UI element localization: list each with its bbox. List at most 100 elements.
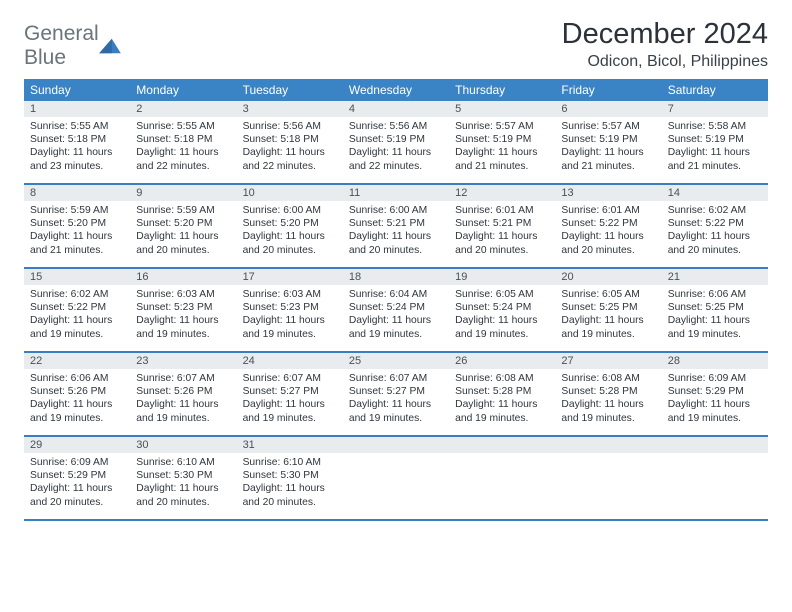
day-number-empty xyxy=(343,437,449,453)
calendar-cell: 19Sunrise: 6:05 AMSunset: 5:24 PMDayligh… xyxy=(449,269,555,351)
calendar-cell: 23Sunrise: 6:07 AMSunset: 5:26 PMDayligh… xyxy=(130,353,236,435)
day-details: Sunrise: 6:10 AMSunset: 5:30 PMDaylight:… xyxy=(130,453,236,513)
day-details: Sunrise: 6:01 AMSunset: 5:21 PMDaylight:… xyxy=(449,201,555,261)
day-details: Sunrise: 6:01 AMSunset: 5:22 PMDaylight:… xyxy=(555,201,661,261)
day-number: 17 xyxy=(237,269,343,285)
calendar-cell: 17Sunrise: 6:03 AMSunset: 5:23 PMDayligh… xyxy=(237,269,343,351)
day-name: Wednesday xyxy=(343,79,449,101)
calendar-week: 8Sunrise: 5:59 AMSunset: 5:20 PMDaylight… xyxy=(24,185,768,269)
day-number: 19 xyxy=(449,269,555,285)
day-number: 14 xyxy=(662,185,768,201)
calendar-week: 29Sunrise: 6:09 AMSunset: 5:29 PMDayligh… xyxy=(24,437,768,521)
calendar-cell: 24Sunrise: 6:07 AMSunset: 5:27 PMDayligh… xyxy=(237,353,343,435)
day-details: Sunrise: 6:09 AMSunset: 5:29 PMDaylight:… xyxy=(24,453,130,513)
day-number: 29 xyxy=(24,437,130,453)
day-details: Sunrise: 5:55 AMSunset: 5:18 PMDaylight:… xyxy=(24,117,130,177)
day-number: 28 xyxy=(662,353,768,369)
day-number: 26 xyxy=(449,353,555,369)
day-number: 2 xyxy=(130,101,236,117)
calendar-cell: 8Sunrise: 5:59 AMSunset: 5:20 PMDaylight… xyxy=(24,185,130,267)
day-details: Sunrise: 6:10 AMSunset: 5:30 PMDaylight:… xyxy=(237,453,343,513)
calendar-cell xyxy=(343,437,449,519)
calendar-cell: 28Sunrise: 6:09 AMSunset: 5:29 PMDayligh… xyxy=(662,353,768,435)
day-details: Sunrise: 5:58 AMSunset: 5:19 PMDaylight:… xyxy=(662,117,768,177)
calendar-cell: 1Sunrise: 5:55 AMSunset: 5:18 PMDaylight… xyxy=(24,101,130,183)
day-number: 5 xyxy=(449,101,555,117)
day-number: 3 xyxy=(237,101,343,117)
day-details: Sunrise: 5:59 AMSunset: 5:20 PMDaylight:… xyxy=(24,201,130,261)
calendar-cell: 13Sunrise: 6:01 AMSunset: 5:22 PMDayligh… xyxy=(555,185,661,267)
calendar-cell: 20Sunrise: 6:05 AMSunset: 5:25 PMDayligh… xyxy=(555,269,661,351)
day-number: 21 xyxy=(662,269,768,285)
calendar-cell xyxy=(662,437,768,519)
calendar-cell: 2Sunrise: 5:55 AMSunset: 5:18 PMDaylight… xyxy=(130,101,236,183)
calendar-cell: 11Sunrise: 6:00 AMSunset: 5:21 PMDayligh… xyxy=(343,185,449,267)
day-number: 20 xyxy=(555,269,661,285)
location: Odicon, Bicol, Philippines xyxy=(562,53,768,71)
day-details: Sunrise: 6:03 AMSunset: 5:23 PMDaylight:… xyxy=(130,285,236,345)
day-details: Sunrise: 6:05 AMSunset: 5:25 PMDaylight:… xyxy=(555,285,661,345)
day-details: Sunrise: 6:08 AMSunset: 5:28 PMDaylight:… xyxy=(449,369,555,429)
day-details: Sunrise: 5:57 AMSunset: 5:19 PMDaylight:… xyxy=(555,117,661,177)
day-number: 6 xyxy=(555,101,661,117)
day-number: 30 xyxy=(130,437,236,453)
calendar-cell: 3Sunrise: 5:56 AMSunset: 5:18 PMDaylight… xyxy=(237,101,343,183)
day-details: Sunrise: 6:07 AMSunset: 5:27 PMDaylight:… xyxy=(237,369,343,429)
day-details: Sunrise: 6:02 AMSunset: 5:22 PMDaylight:… xyxy=(24,285,130,345)
day-number: 1 xyxy=(24,101,130,117)
day-number: 9 xyxy=(130,185,236,201)
calendar-week: 22Sunrise: 6:06 AMSunset: 5:26 PMDayligh… xyxy=(24,353,768,437)
calendar-cell: 6Sunrise: 5:57 AMSunset: 5:19 PMDaylight… xyxy=(555,101,661,183)
day-details: Sunrise: 6:07 AMSunset: 5:27 PMDaylight:… xyxy=(343,369,449,429)
day-number: 12 xyxy=(449,185,555,201)
title-block: December 2024 Odicon, Bicol, Philippines xyxy=(562,18,768,71)
day-details: Sunrise: 5:55 AMSunset: 5:18 PMDaylight:… xyxy=(130,117,236,177)
day-details: Sunrise: 6:02 AMSunset: 5:22 PMDaylight:… xyxy=(662,201,768,261)
calendar-cell: 15Sunrise: 6:02 AMSunset: 5:22 PMDayligh… xyxy=(24,269,130,351)
calendar-cell: 25Sunrise: 6:07 AMSunset: 5:27 PMDayligh… xyxy=(343,353,449,435)
calendar-cell xyxy=(555,437,661,519)
calendar-cell: 21Sunrise: 6:06 AMSunset: 5:25 PMDayligh… xyxy=(662,269,768,351)
day-number: 31 xyxy=(237,437,343,453)
day-number: 15 xyxy=(24,269,130,285)
calendar-cell xyxy=(449,437,555,519)
day-number: 27 xyxy=(555,353,661,369)
day-number: 23 xyxy=(130,353,236,369)
day-number: 7 xyxy=(662,101,768,117)
month-title: December 2024 xyxy=(562,18,768,51)
calendar-cell: 14Sunrise: 6:02 AMSunset: 5:22 PMDayligh… xyxy=(662,185,768,267)
logo-word1: General xyxy=(24,22,99,45)
calendar-cell: 5Sunrise: 5:57 AMSunset: 5:19 PMDaylight… xyxy=(449,101,555,183)
day-number-empty xyxy=(449,437,555,453)
day-details: Sunrise: 6:06 AMSunset: 5:25 PMDaylight:… xyxy=(662,285,768,345)
day-details: Sunrise: 6:08 AMSunset: 5:28 PMDaylight:… xyxy=(555,369,661,429)
calendar-cell: 22Sunrise: 6:06 AMSunset: 5:26 PMDayligh… xyxy=(24,353,130,435)
calendar-cell: 4Sunrise: 5:56 AMSunset: 5:19 PMDaylight… xyxy=(343,101,449,183)
day-name: Monday xyxy=(130,79,236,101)
calendar-cell: 18Sunrise: 6:04 AMSunset: 5:24 PMDayligh… xyxy=(343,269,449,351)
day-number: 25 xyxy=(343,353,449,369)
day-number: 13 xyxy=(555,185,661,201)
calendar-cell: 26Sunrise: 6:08 AMSunset: 5:28 PMDayligh… xyxy=(449,353,555,435)
day-details: Sunrise: 6:07 AMSunset: 5:26 PMDaylight:… xyxy=(130,369,236,429)
week-header: SundayMondayTuesdayWednesdayThursdayFrid… xyxy=(24,79,768,101)
day-number-empty xyxy=(555,437,661,453)
day-number: 22 xyxy=(24,353,130,369)
calendar-week: 15Sunrise: 6:02 AMSunset: 5:22 PMDayligh… xyxy=(24,269,768,353)
calendar-cell: 27Sunrise: 6:08 AMSunset: 5:28 PMDayligh… xyxy=(555,353,661,435)
day-number: 10 xyxy=(237,185,343,201)
day-number: 24 xyxy=(237,353,343,369)
logo: General Blue xyxy=(24,18,121,70)
calendar-cell: 7Sunrise: 5:58 AMSunset: 5:19 PMDaylight… xyxy=(662,101,768,183)
day-details: Sunrise: 6:00 AMSunset: 5:20 PMDaylight:… xyxy=(237,201,343,261)
day-number-empty xyxy=(662,437,768,453)
calendar-cell: 31Sunrise: 6:10 AMSunset: 5:30 PMDayligh… xyxy=(237,437,343,519)
calendar-cell: 10Sunrise: 6:00 AMSunset: 5:20 PMDayligh… xyxy=(237,185,343,267)
day-name: Tuesday xyxy=(237,79,343,101)
day-details: Sunrise: 6:03 AMSunset: 5:23 PMDaylight:… xyxy=(237,285,343,345)
day-details: Sunrise: 6:04 AMSunset: 5:24 PMDaylight:… xyxy=(343,285,449,345)
calendar-cell: 29Sunrise: 6:09 AMSunset: 5:29 PMDayligh… xyxy=(24,437,130,519)
calendar: SundayMondayTuesdayWednesdayThursdayFrid… xyxy=(24,79,768,521)
day-details: Sunrise: 5:59 AMSunset: 5:20 PMDaylight:… xyxy=(130,201,236,261)
calendar-cell: 30Sunrise: 6:10 AMSunset: 5:30 PMDayligh… xyxy=(130,437,236,519)
